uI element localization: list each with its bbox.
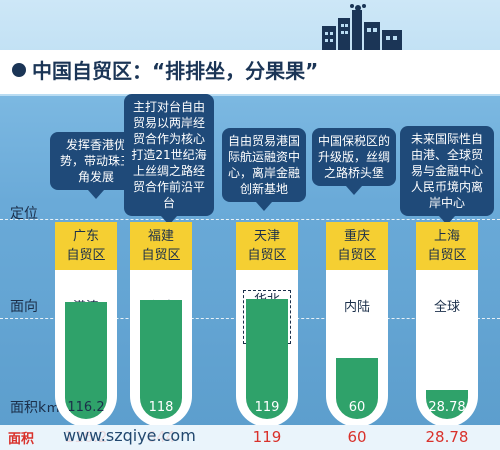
page-title: 中国自贸区：“排排坐，分果果” [32, 59, 319, 83]
zone-tube: 重庆 自贸区内陆 60 [326, 222, 388, 427]
zone-name: 福建 自贸区 [130, 222, 192, 270]
zone-tube: 广东 自贸区港澳116.2 [55, 222, 117, 427]
area-bar [140, 300, 182, 419]
positioning-text: 未来国际性自由港、全球贸易与金融中心人民币境内离岸中心 [410, 132, 483, 210]
area-bar [336, 358, 378, 419]
zone-tube: 福建 自贸区台湾118 [130, 222, 192, 427]
positioning-bubble-fujian: 主打对台自由贸易以两岸经贸合作为核心打造21世纪海上丝绸之路经贸合作前沿平台 [124, 94, 214, 225]
positioning-bubble-chongqing: 中国保税区的升级版，丝绸之路桥头堡 [312, 128, 396, 195]
site-url: www.szqiye.com [60, 426, 199, 445]
zone-facing: 全球 [433, 300, 460, 315]
zone-tube: 上海 自贸区全球 28.78 [416, 222, 478, 427]
area-bar [246, 299, 288, 419]
factory-icon [322, 4, 402, 52]
area-data-label: 118 [148, 400, 174, 415]
title-bullet-icon [12, 63, 26, 77]
area-data-label: 116.2 [67, 400, 105, 415]
zone-name: 重庆 自贸区 [326, 222, 388, 270]
zone-facing: 内陆 [343, 300, 370, 315]
positioning-text: 自由贸易港国际航运融资中心，离岸金融创新基地 [228, 134, 301, 196]
positioning-text: 发挥香港优势，带动珠三角发展 [59, 138, 132, 184]
area-bar [65, 302, 107, 419]
divider-positioning [0, 219, 500, 220]
area-data-label: 119 [254, 400, 280, 415]
zone-name: 上海 自贸区 [416, 222, 478, 270]
bottom-value: 28.78 [425, 428, 469, 446]
positioning-bubble-shanghai: 未来国际性自由港、全球贸易与金融中心人民币境内离岸中心 [400, 126, 494, 225]
title-bar [0, 50, 500, 94]
area-data-label: 60 [348, 400, 366, 415]
zone-name: 广东 自贸区 [55, 222, 117, 270]
positioning-bubble-tianjin: 自由贸易港国际航运融资中心，离岸金融创新基地 [222, 128, 306, 211]
bottom-value: 60 [347, 428, 367, 446]
row-label-facing: 面向 [10, 299, 38, 315]
zone-tube: 天津 自贸区华北 东北 西北119 [236, 222, 298, 427]
area-data-label: 28.78 [428, 400, 466, 415]
zone-name: 天津 自贸区 [236, 222, 298, 270]
bottom-row-label: 面积 [8, 432, 35, 447]
positioning-text: 主打对台自由贸易以两岸经贸合作为核心打造21世纪海上丝绸之路经贸合作前沿平台 [131, 100, 207, 210]
positioning-text: 中国保税区的升级版，丝绸之路桥头堡 [318, 134, 391, 180]
row-label-area: 面积k㎡ [10, 400, 61, 416]
row-label-positioning: 定位 [10, 206, 38, 222]
bottom-value: 119 [252, 428, 282, 446]
